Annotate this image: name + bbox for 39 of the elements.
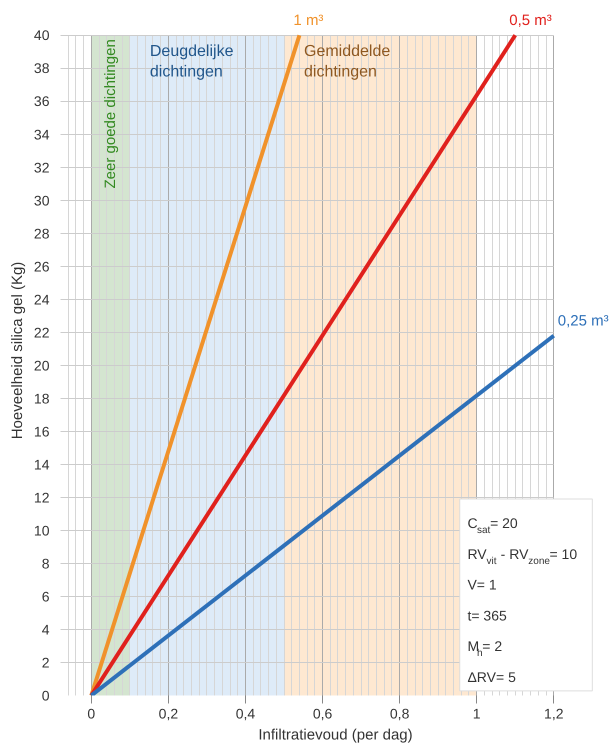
y-tick-label: 22: [34, 324, 50, 340]
y-tick-label: 26: [34, 258, 50, 274]
annotation: ΔRV= 5: [467, 668, 516, 685]
series-label: 0,25 m³: [558, 312, 609, 330]
annotation: V= 1: [467, 576, 497, 593]
annotation: t= 365: [467, 607, 507, 624]
y-tick-label: 24: [34, 291, 50, 308]
x-tick-label: 0,2: [158, 706, 178, 722]
y-tick-label: 34: [34, 126, 50, 142]
band-label: Gemiddelde dichtingen: [304, 43, 390, 81]
y-tick-label: 0: [42, 688, 50, 704]
y-tick-label: 36: [34, 93, 50, 110]
y-tick-label: 28: [34, 225, 50, 242]
y-tick-label: 40: [34, 27, 50, 44]
y-tick-label: 12: [34, 489, 50, 506]
y-tick-label: 2: [42, 654, 50, 670]
x-tick-label: 0: [87, 706, 96, 722]
y-tick-label: 30: [34, 192, 50, 208]
band-label: Deugdelijke dichtingen: [150, 43, 234, 81]
x-axis-title: Infiltratievoud (per dag): [258, 726, 413, 744]
y-tick-label: 32: [34, 159, 50, 176]
y-tick-label: 14: [34, 456, 50, 472]
y-tick-label: 8: [42, 555, 50, 572]
y-axis-title: Hoeveelheid silica gel (Kg): [8, 262, 26, 440]
y-tick-label: 6: [42, 588, 50, 604]
series-label: 0,5 m³: [509, 12, 552, 30]
y-tick-label: 20: [34, 357, 50, 374]
x-tick-label: 1: [472, 706, 481, 722]
band-label: Zeer goede dichtingen: [102, 39, 120, 188]
x-tick-label: 0,8: [390, 706, 410, 722]
y-tick-label: 10: [34, 522, 50, 538]
y-tick-label: 18: [34, 390, 50, 406]
series-label: 1 m³: [293, 12, 324, 30]
x-tick-label: 0,6: [312, 706, 332, 722]
y-tick-label: 16: [34, 423, 50, 440]
y-tick-label: 4: [42, 621, 50, 638]
x-tick-label: 1,2: [544, 706, 564, 722]
y-tick-label: 38: [34, 60, 50, 76]
x-tick-label: 0,4: [236, 706, 256, 722]
